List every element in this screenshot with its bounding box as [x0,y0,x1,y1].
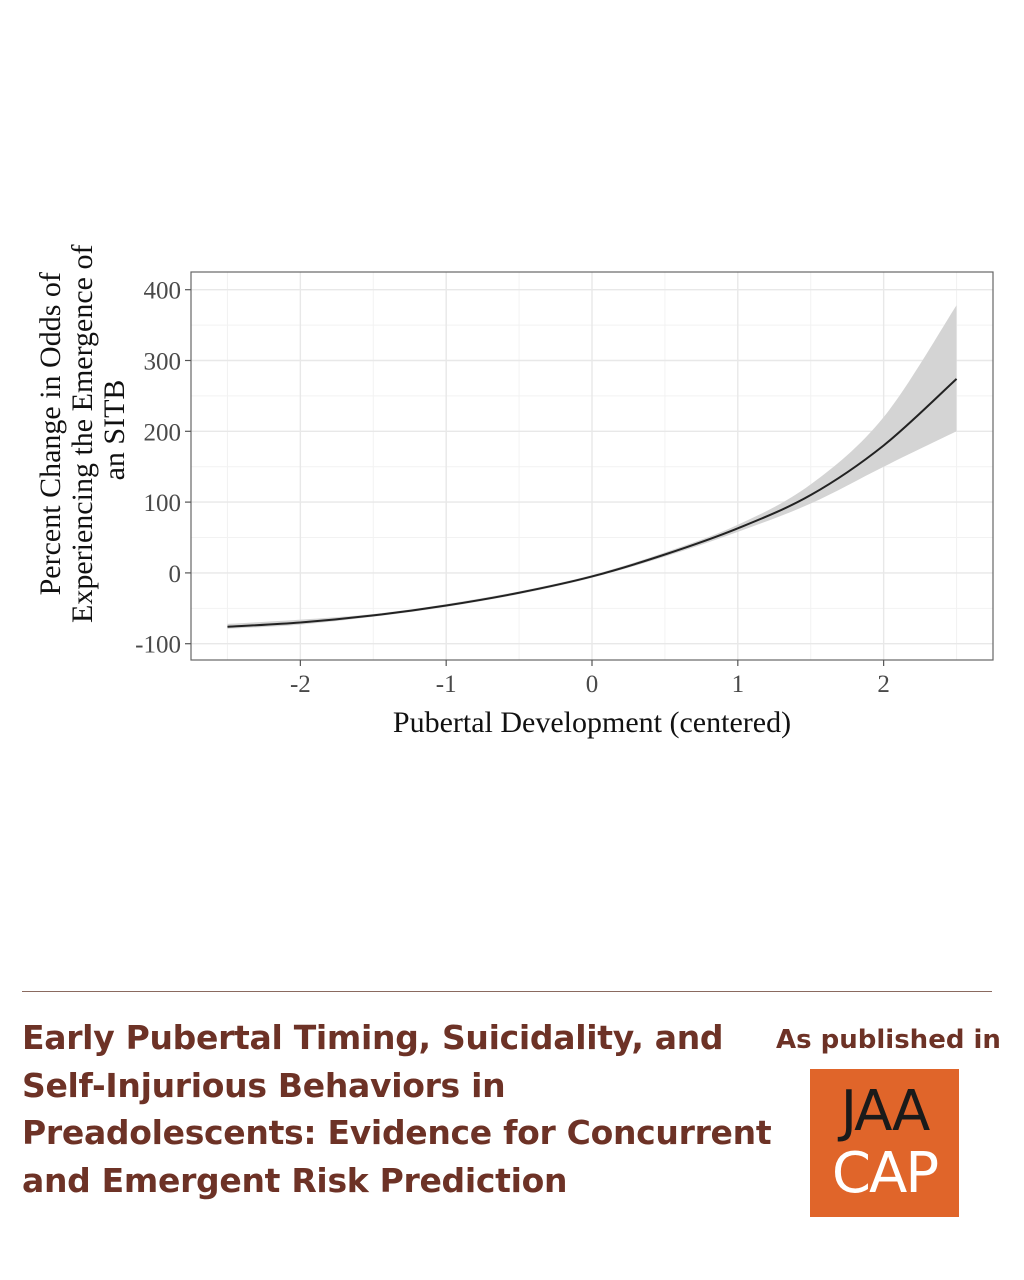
y-tick-label: 400 [144,278,182,305]
y-axis-title-line-3: an SITB [98,380,131,481]
x-tick-label: 2 [877,671,890,698]
x-tick-label: 0 [586,671,599,698]
x-tick-label: 1 [732,671,745,698]
y-tick-label: 200 [144,419,182,446]
y-axis-title: Percent Change in Odds of Experiencing t… [34,237,131,623]
x-axis-title: Pubertal Development (centered) [393,706,791,739]
y-tick-label: 0 [169,561,182,588]
effect-chart: -2 -1 0 1 2 -100 0 100 200 300 400 Pubertal Develo… [34,237,994,739]
article-title: Early Pubertal Timing, Suicidality, and … [22,1018,772,1200]
y-tick-label: 100 [144,490,182,517]
axis-ticks: -2 -1 0 1 2 -100 0 100 200 300 400 [135,278,890,698]
logo-text-bottom: CAP [831,1141,939,1206]
y-axis-title-line-2: Experiencing the Emergence of [66,245,99,623]
y-tick-label: 300 [144,349,182,376]
footer-divider [22,991,992,992]
journal-logo: JAA CAP [810,1069,959,1217]
x-tick-label: -2 [290,671,311,698]
x-tick-label: -1 [436,671,457,698]
y-axis-title-line-1: Percent Change in Odds of [34,272,67,595]
logo-text-top: JAA [840,1079,931,1144]
fitted-line [227,378,958,628]
published-in-label: As published in [776,1025,1001,1055]
y-tick-label: -100 [135,632,181,659]
